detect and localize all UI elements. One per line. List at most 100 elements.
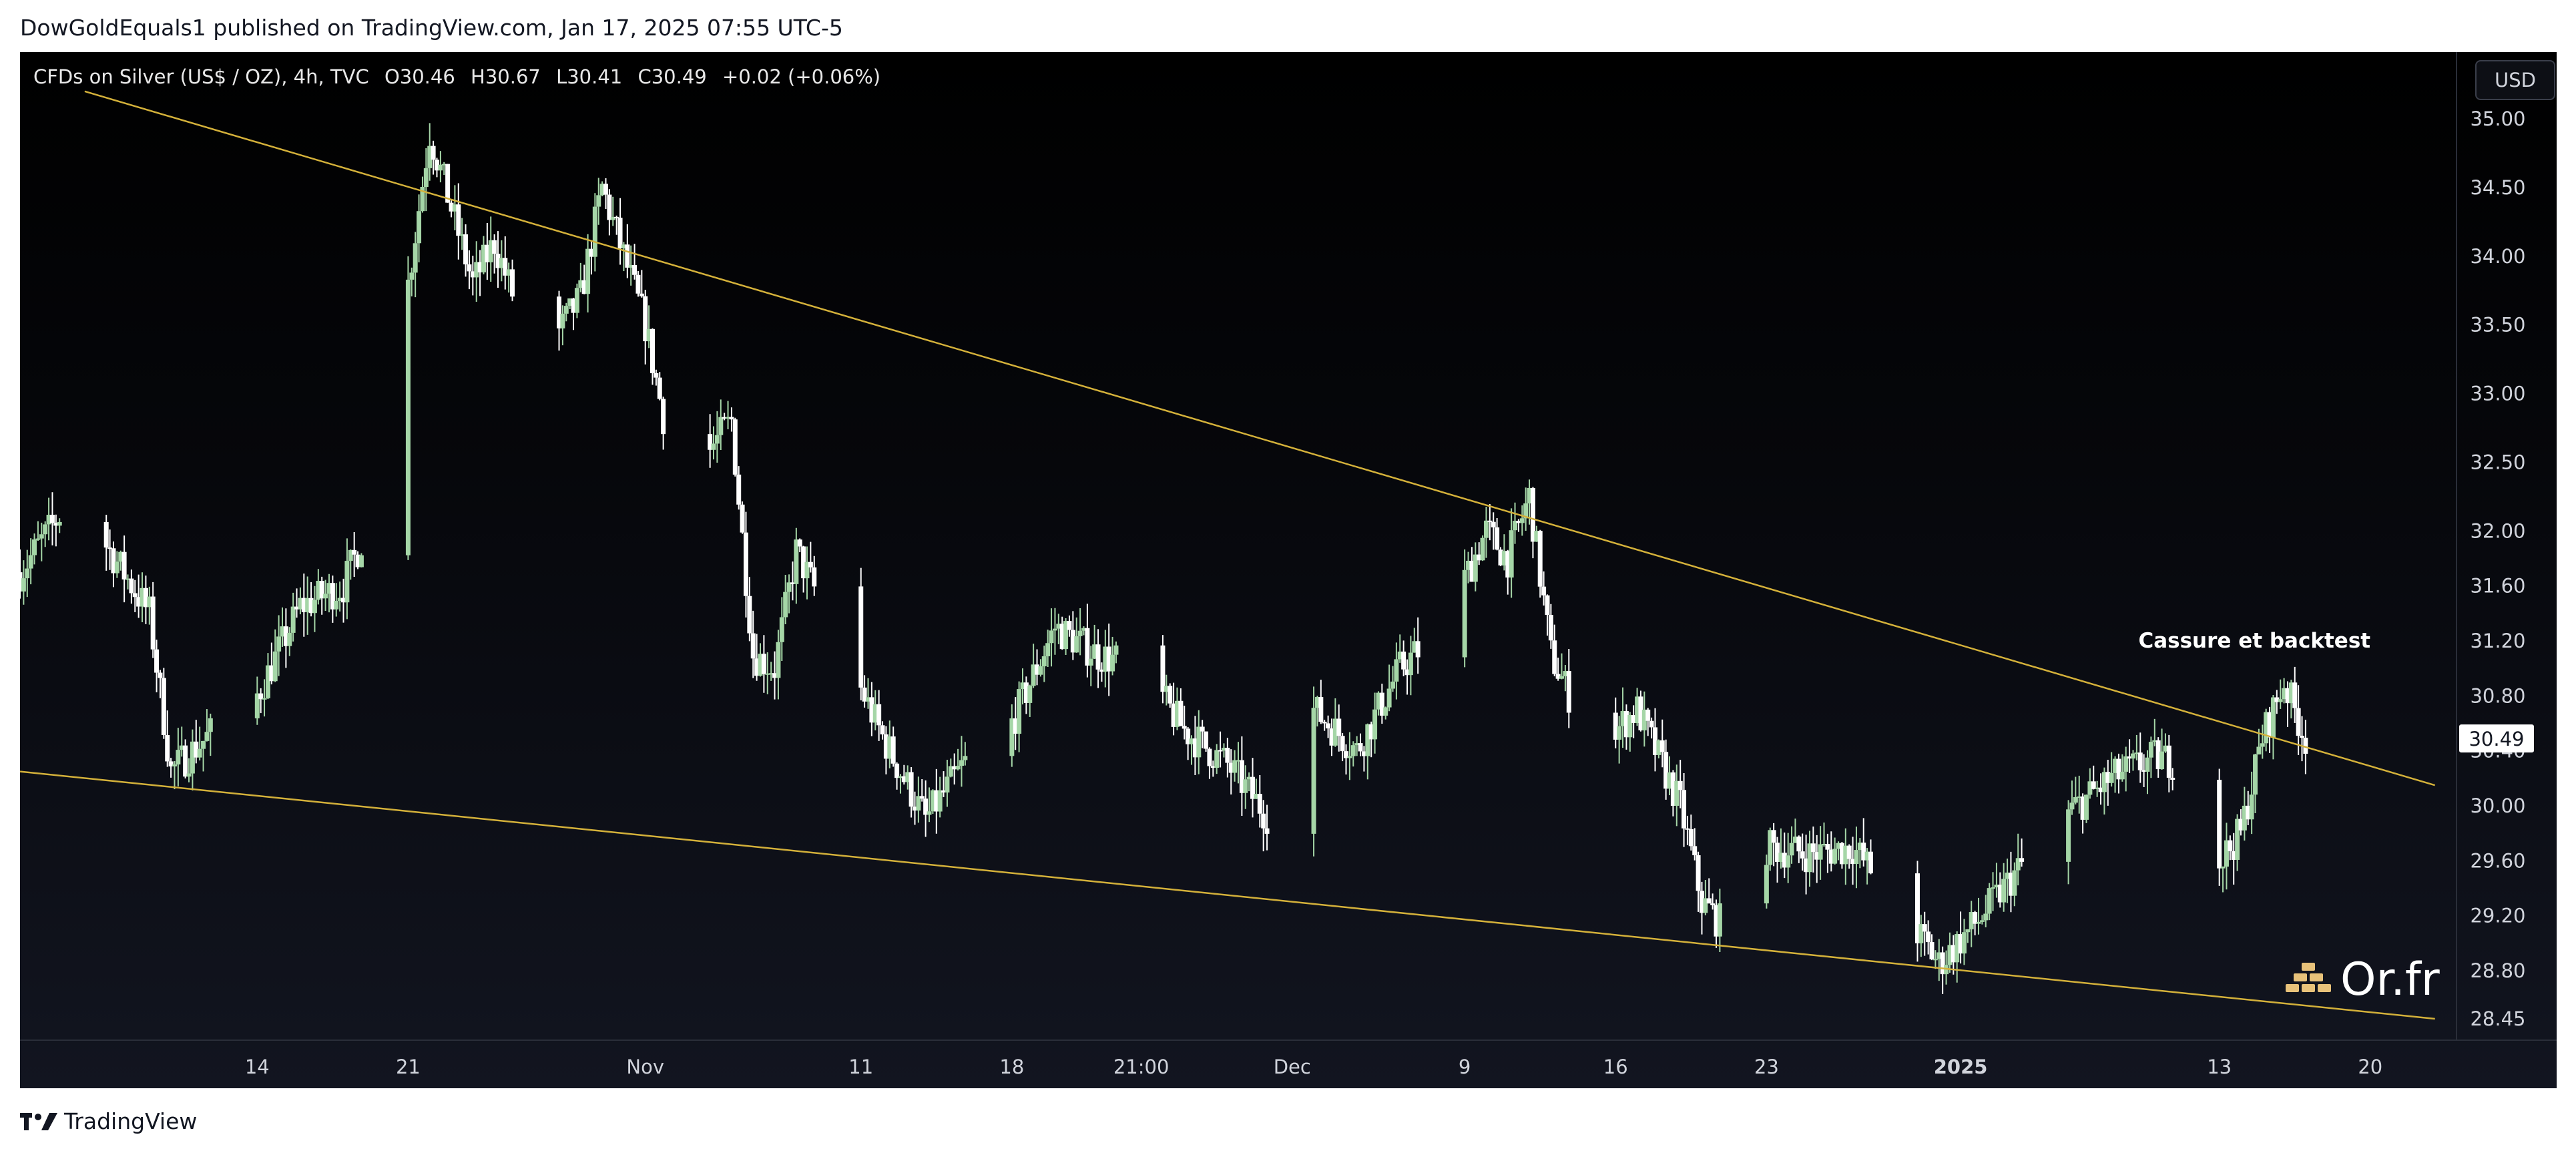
candle-body [1092, 644, 1097, 659]
candle-body [812, 567, 817, 587]
candle-body [890, 736, 896, 764]
candle-body [1818, 844, 1823, 860]
candle-body [1527, 487, 1532, 504]
candle-body [1937, 952, 1942, 959]
currency-button[interactable]: USD [2475, 60, 2555, 100]
candle-body [883, 734, 888, 759]
candle-body [1264, 828, 1270, 834]
gold-bars-icon [2286, 962, 2331, 992]
candle-body [1678, 780, 1683, 790]
candle-body [312, 600, 317, 614]
candle-body [1099, 669, 1104, 672]
candle-body [1836, 843, 1841, 849]
legend-symbol[interactable]: CFDs on Silver (US$ / OZ), 4h, TVC [33, 65, 369, 88]
candle-body [1473, 554, 1478, 582]
candle-body [49, 515, 55, 523]
candle-body [952, 766, 957, 770]
candle-body [179, 745, 184, 750]
trendlines [20, 90, 2436, 1020]
candle-body [1516, 521, 1521, 523]
candle-body [118, 551, 123, 562]
candle-body [1214, 750, 1220, 768]
candle-body [452, 204, 457, 212]
candle-body [1480, 537, 1485, 561]
x-tick-label: 21:00 [1113, 1056, 1170, 1078]
candle-body [165, 734, 170, 762]
candle-body [2015, 858, 2021, 871]
candle-body [1566, 671, 1571, 713]
candle-body [743, 532, 748, 596]
candle-body [941, 790, 947, 793]
candle-body [258, 693, 264, 700]
candle-body [801, 546, 806, 579]
price-chart[interactable]: 35.00 34.50 34.00 33.50 33.00 32.50 32.00 31.60… [20, 52, 2557, 1088]
candle-body [2001, 879, 2007, 903]
footer-brand[interactable]: TradingView [20, 1108, 197, 1134]
candle-body [657, 377, 662, 399]
chart-panel[interactable]: 35.00 34.50 34.00 33.50 33.00 32.50 32.00 31.60… [20, 52, 2557, 1088]
candle-body [1067, 621, 1072, 630]
candle-body [869, 697, 874, 723]
candle-body [35, 538, 41, 540]
candle-body [1477, 554, 1482, 561]
candle-body [2155, 740, 2161, 770]
candle-body [1545, 595, 1550, 616]
candle-body [2116, 758, 2121, 780]
candle-body [1688, 829, 1694, 847]
candle-body [2267, 712, 2272, 738]
candle-body [1020, 682, 1025, 690]
candle-body [1519, 518, 1525, 523]
candle-body [880, 725, 885, 735]
candle-body [2077, 796, 2082, 798]
candle-body [1491, 521, 1496, 527]
candle-body [204, 732, 210, 741]
candle-body [754, 658, 760, 676]
candle-body [1038, 666, 1043, 675]
y-tick-label: 29.60 [2470, 849, 2525, 872]
candle-body [1929, 942, 1935, 959]
candle-body [2098, 787, 2103, 792]
candle-body [2231, 851, 2236, 860]
candle-body [2159, 751, 2165, 770]
candle-body [190, 741, 195, 774]
candle-body [1318, 697, 1324, 722]
candle-body [1771, 830, 1776, 843]
candle-body [1085, 628, 1090, 666]
candle-body [1552, 640, 1557, 674]
candle-body [2080, 796, 2085, 820]
candle-body [290, 606, 296, 633]
candle-body [503, 258, 508, 276]
candle-body [1113, 645, 1119, 655]
candle-body [1088, 658, 1093, 666]
candle-body [1513, 521, 1518, 531]
candle-body [1652, 727, 1657, 755]
candle-body [2069, 802, 2075, 810]
x-tick-label: 13 [2207, 1056, 2232, 1078]
candle-body [1864, 851, 1870, 861]
candle-body [2278, 699, 2283, 702]
candle-body [1257, 794, 1262, 814]
candle-body [1070, 630, 1075, 653]
candle-body [1976, 921, 1981, 924]
candle-body [1541, 586, 1547, 596]
candle-body [1182, 726, 1187, 729]
candle-body [1537, 531, 1543, 587]
candle-body [2130, 753, 2135, 759]
candle-body [1077, 630, 1083, 636]
candle-body [1979, 920, 1985, 922]
candle-body [1997, 885, 2003, 903]
candle-body [887, 736, 892, 759]
candle-body [589, 248, 594, 257]
candle-body [1469, 560, 1475, 582]
candle-body [1027, 686, 1033, 703]
y-tick-label: 28.80 [2470, 959, 2525, 982]
candle-body [413, 243, 418, 273]
candle-body [768, 673, 774, 675]
candle-body [1548, 615, 1553, 641]
candle-body [2141, 770, 2147, 772]
candle-body [1696, 855, 1701, 891]
candle-body [1354, 743, 1360, 746]
candle-body [2152, 740, 2157, 742]
candle-body [2012, 870, 2017, 896]
candle-body [1768, 830, 1773, 865]
